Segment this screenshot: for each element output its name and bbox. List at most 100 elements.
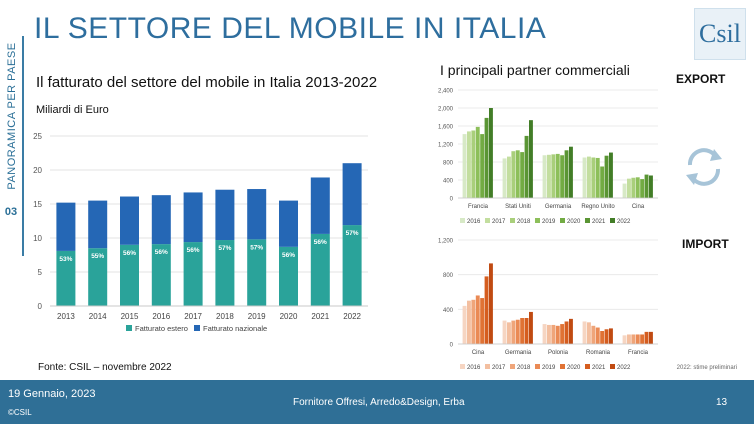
bar: [560, 324, 565, 344]
bar-estero: [215, 240, 235, 306]
bar: [467, 131, 471, 198]
bar: [551, 154, 556, 198]
x-tick-label: 2015: [121, 312, 139, 321]
legend-swatch: [610, 364, 615, 369]
right-subtitle: I principali partner commerciali: [440, 62, 630, 78]
x-tick-label: Polonia: [548, 350, 569, 356]
x-tick-label: 2022: [343, 312, 361, 321]
side-divider: [22, 36, 24, 256]
footer-center-text: Fornitore Offresi, Arredo&Design, Erba: [293, 397, 465, 408]
bar: [524, 318, 529, 344]
bar-nazionale: [342, 163, 362, 226]
bar: [622, 335, 627, 344]
legend-label: 2019: [542, 219, 556, 225]
bar: [595, 327, 600, 344]
x-tick-label: 2021: [311, 312, 329, 321]
import-chart: 0 400 800 1,200 Cina Germania Polonia Romania Fr…: [438, 239, 737, 372]
bar: [515, 150, 520, 198]
bar-share-label: 56%: [155, 249, 168, 256]
footer-copyright: ©CSIL: [8, 408, 32, 417]
bar: [631, 177, 636, 198]
bar: [475, 126, 480, 198]
x-tick-label: 2019: [248, 312, 266, 321]
bar-nazionale: [56, 202, 76, 251]
bar-share-label: 56%: [314, 239, 327, 246]
legend-swatch-estero: [126, 325, 132, 331]
bar-share-label: 55%: [91, 253, 104, 260]
bar-estero: [151, 244, 171, 306]
csil-logo: Csil: [694, 8, 746, 60]
side-label: PANORAMICA PER PAESE: [6, 42, 18, 190]
bar: [635, 334, 640, 344]
bar: [591, 325, 596, 344]
bar: [595, 157, 600, 198]
bar: [582, 321, 587, 344]
bar: [480, 298, 485, 344]
bar: [564, 150, 569, 198]
legend-label: 2017: [492, 365, 506, 371]
source-note: Fonte: CSIL – novembre 2022: [38, 362, 172, 373]
bar: [502, 158, 507, 198]
bar: [529, 120, 533, 198]
bar-nazionale: [247, 189, 267, 240]
bar: [649, 331, 653, 344]
legend-swatch: [535, 364, 540, 369]
bar: [600, 166, 605, 198]
x-tick-label: Stati Uniti: [505, 204, 531, 210]
legend-swatch: [485, 218, 490, 223]
bar: [587, 156, 591, 198]
bar-share-label: 56%: [282, 252, 295, 259]
left-subtitle: Il fatturato del settore del mobile in I…: [36, 74, 378, 91]
bar: [569, 318, 573, 344]
bar-estero: [183, 242, 203, 306]
export-chart: 0 400 800 1,200 1,600 2,000 2,400 Francia Stati …: [438, 89, 658, 225]
bar: [542, 155, 547, 198]
side-number: 03: [4, 206, 18, 218]
legend-swatch: [510, 218, 515, 223]
legend-swatch: [560, 218, 565, 223]
legend-label: 2018: [517, 219, 531, 225]
y-tick-label: 800: [443, 273, 454, 279]
bar: [467, 300, 471, 344]
legend-swatch: [485, 364, 490, 369]
x-tick-label: Francia: [468, 204, 489, 210]
bar: [587, 322, 591, 344]
legend-label: 2020: [567, 365, 581, 371]
bar: [640, 334, 645, 344]
y-tick-label: 0: [450, 343, 454, 349]
y-tick-label: 2,400: [438, 89, 454, 95]
x-tick-label: 2014: [89, 312, 107, 321]
y-tick-label: 5: [38, 268, 43, 277]
bar-nazionale: [183, 192, 203, 243]
bar: [560, 155, 565, 198]
exchange-arrows-icon: [686, 148, 722, 186]
x-tick-label: 2016: [152, 312, 170, 321]
bar-estero: [247, 239, 267, 306]
bar: [591, 157, 596, 198]
legend-label-nazionale: Fatturato nazionale: [203, 324, 267, 333]
bar: [484, 117, 489, 198]
bar: [627, 334, 631, 344]
bar: [555, 325, 560, 344]
bar-nazionale: [88, 200, 108, 249]
bar-estero: [279, 246, 298, 306]
bar-share-label: 57%: [250, 244, 263, 251]
bar: [502, 320, 507, 344]
bar-estero: [310, 233, 330, 306]
bar: [484, 276, 489, 344]
bar: [507, 322, 511, 344]
x-tick-label: 2017: [184, 312, 202, 321]
y-tick-label: 20: [33, 166, 42, 175]
turnover-chart: 0 5 10 15 20 25 53% 2013 55% 2014 56% 2015 56% 2016 56…: [33, 132, 368, 333]
bar: [582, 157, 587, 198]
y-tick-label: 15: [33, 200, 42, 209]
x-tick-label: Germania: [545, 204, 572, 210]
bar: [644, 174, 649, 198]
bar-share-label: 57%: [346, 230, 359, 237]
bar: [649, 175, 653, 198]
page-title: IL SETTORE DEL MOBILE IN ITALIA: [34, 12, 547, 45]
bar: [569, 146, 573, 198]
y-tick-label: 400: [443, 179, 454, 185]
bar: [520, 152, 525, 198]
legend-label: 2020: [567, 219, 581, 225]
